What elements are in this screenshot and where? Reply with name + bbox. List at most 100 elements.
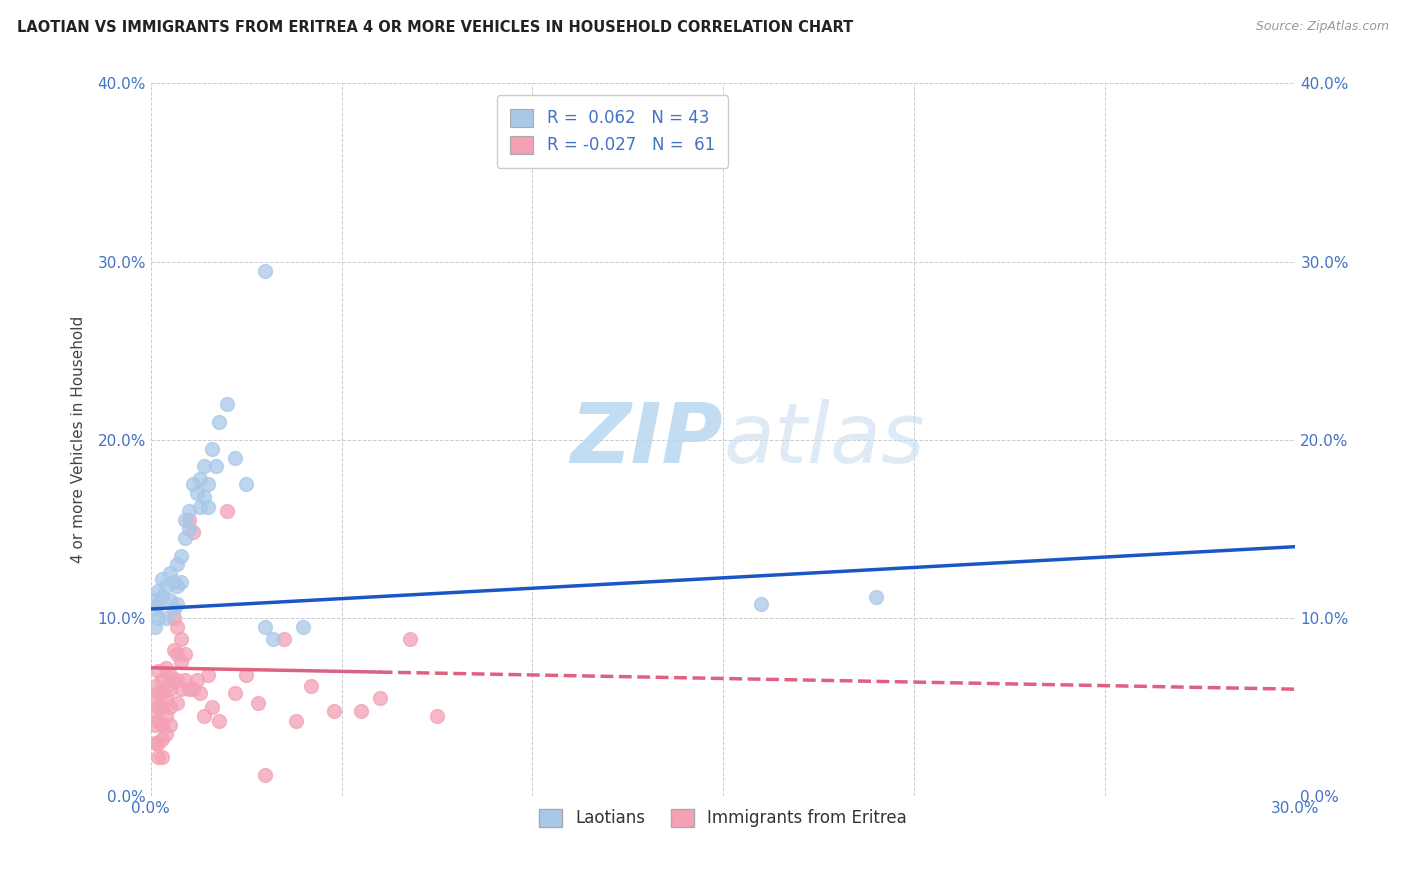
Point [159, 668, 181, 682]
Point [224, 450, 246, 465]
Point [170, 549, 193, 563]
Point [254, 620, 277, 634]
Point [254, 768, 277, 782]
Point [166, 647, 188, 661]
Point [174, 531, 197, 545]
Point [148, 686, 170, 700]
Point [159, 700, 181, 714]
Point [148, 750, 170, 764]
Point [155, 709, 177, 723]
Point [143, 602, 166, 616]
Point [177, 513, 200, 527]
Point [166, 579, 188, 593]
Point [262, 632, 284, 647]
Point [349, 704, 371, 718]
Point [159, 682, 181, 697]
Point [177, 504, 200, 518]
Point [155, 611, 177, 625]
Point [148, 700, 170, 714]
Point [143, 620, 166, 634]
Point [162, 643, 184, 657]
Point [159, 718, 181, 732]
Point [143, 691, 166, 706]
Point [148, 611, 170, 625]
Point [150, 673, 173, 688]
Point [177, 522, 200, 536]
Point [215, 504, 238, 518]
Point [174, 513, 197, 527]
Point [193, 459, 215, 474]
Point [254, 263, 277, 277]
Point [143, 736, 166, 750]
Point [284, 714, 307, 729]
Point [166, 620, 188, 634]
Point [162, 575, 184, 590]
Point [188, 500, 211, 515]
Point [201, 700, 224, 714]
Point [235, 668, 257, 682]
Point [186, 673, 208, 688]
Point [143, 593, 166, 607]
Point [150, 572, 173, 586]
Point [193, 709, 215, 723]
Point [181, 525, 204, 540]
Point [170, 632, 193, 647]
Text: LAOTIAN VS IMMIGRANTS FROM ERITREA 4 OR MORE VEHICLES IN HOUSEHOLD CORRELATION C: LAOTIAN VS IMMIGRANTS FROM ERITREA 4 OR … [17, 20, 853, 35]
Point [224, 686, 246, 700]
Point [143, 679, 166, 693]
Point [166, 673, 188, 688]
Point [181, 477, 204, 491]
Point [204, 459, 226, 474]
Point [162, 611, 184, 625]
Point [166, 558, 188, 572]
Point [148, 584, 170, 599]
Point [159, 566, 181, 581]
Text: Source: ZipAtlas.com: Source: ZipAtlas.com [1256, 20, 1389, 33]
Legend: Laotians, Immigrants from Eritrea: Laotians, Immigrants from Eritrea [533, 802, 914, 834]
Point [273, 632, 295, 647]
Point [148, 714, 170, 729]
Point [170, 656, 193, 670]
Point [235, 477, 257, 491]
Point [155, 679, 177, 693]
Point [399, 632, 422, 647]
Point [201, 442, 224, 456]
Point [150, 732, 173, 747]
Point [215, 397, 238, 411]
Point [865, 590, 887, 604]
Text: atlas: atlas [723, 400, 925, 480]
Point [208, 714, 231, 729]
Point [177, 682, 200, 697]
Point [159, 593, 181, 607]
Point [197, 500, 219, 515]
Point [174, 647, 197, 661]
Point [170, 575, 193, 590]
Point [166, 597, 188, 611]
Point [188, 472, 211, 486]
Point [155, 691, 177, 706]
Point [155, 579, 177, 593]
Point [143, 704, 166, 718]
Text: ZIP: ZIP [571, 400, 723, 480]
Point [322, 704, 344, 718]
Point [150, 590, 173, 604]
Point [148, 597, 170, 611]
Point [368, 691, 391, 706]
Point [197, 668, 219, 682]
Point [174, 673, 197, 688]
Point [162, 602, 184, 616]
Point [197, 477, 219, 491]
Point [170, 682, 193, 697]
Point [193, 490, 215, 504]
Point [749, 597, 772, 611]
Point [162, 673, 184, 688]
Point [188, 686, 211, 700]
Point [186, 486, 208, 500]
Point [292, 620, 315, 634]
Point [150, 718, 173, 732]
Point [155, 661, 177, 675]
Point [208, 415, 231, 429]
Point [181, 682, 204, 697]
Point [148, 665, 170, 679]
Y-axis label: 4 or more Vehicles in Household: 4 or more Vehicles in Household [72, 316, 86, 564]
